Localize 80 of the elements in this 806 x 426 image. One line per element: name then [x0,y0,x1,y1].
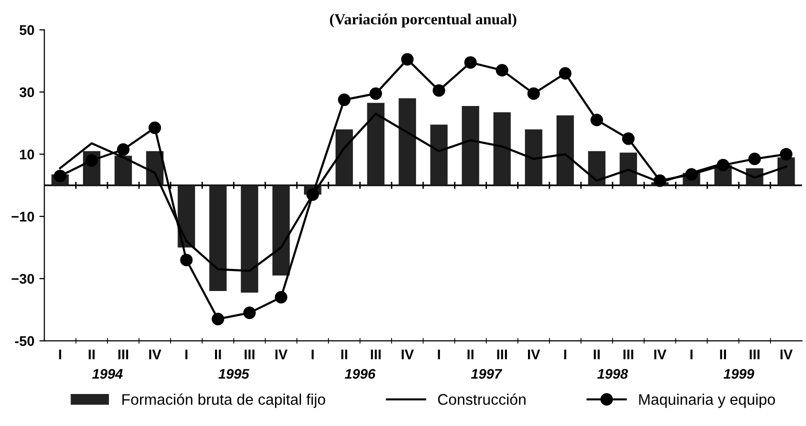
point [243,306,256,320]
text: 1996 [344,368,376,379]
x-tick-label: IV [654,350,666,360]
point [117,143,130,156]
point [496,64,508,76]
y-tick-label: −30 [12,274,34,284]
text: 1994 [92,368,123,379]
point [148,122,162,134]
bar [588,151,606,186]
point [54,170,66,182]
bar [430,124,448,186]
bar [778,157,795,186]
x-tick-label: IV [402,350,414,360]
point [370,87,382,100]
chart-title: (Variación porcentual anual) [330,14,516,28]
x-tick-label: III [370,350,381,360]
x-tick-label: II [88,350,95,360]
point [464,56,477,69]
bar [398,98,416,186]
bar [240,185,258,293]
bar [209,185,227,292]
point [716,158,730,172]
y-tick-label: −10 [12,212,34,222]
bar [367,102,384,186]
point [432,84,446,97]
x-tick-label: I [185,350,188,360]
point [338,94,350,106]
x-tick-label: III [497,350,507,360]
bar [556,115,574,186]
point [780,148,792,160]
point [590,114,604,126]
x-tick-label: IV [275,350,288,360]
x-tick-label: II [468,350,474,360]
point [85,154,98,167]
point [622,132,635,145]
x-tick-label: IV [528,350,540,360]
legend-label: Maquinaria y equipo [639,394,775,408]
bar [493,112,511,186]
point [654,174,666,187]
point [401,53,414,66]
bar [524,129,542,186]
x-tick-label: III [244,350,254,360]
bar [178,185,196,248]
text: 1999 [724,368,754,379]
point [306,188,319,201]
bar [620,152,638,186]
point [212,312,224,326]
x-tick-label: III [750,350,760,360]
x-tick-label: I [564,350,566,360]
x-tick-label: II [720,350,726,360]
y-tick-label: 30 [19,87,34,98]
point [685,168,698,181]
point [558,67,572,80]
x-tick-label: III [623,350,634,360]
point [274,291,288,304]
point [180,254,193,266]
bar [114,156,132,186]
x-tick-label: IV [780,350,793,360]
x-tick-label: I [59,350,62,360]
text: 1997 [471,368,502,379]
x-tick-label: IV [149,350,162,360]
point [748,152,761,166]
x-tick-label: II [341,350,348,360]
text: 1995 [218,368,250,379]
y-tick-label: -50 [15,336,34,346]
x-tick-label: I [690,350,692,360]
y-tick-label: 50 [20,25,34,35]
x-tick-label: III [118,350,128,360]
bar [462,106,480,186]
point [527,87,540,100]
bar [336,129,353,186]
legend-label: Formación bruta de capital fijo [122,393,326,408]
x-tick-label: II [594,350,600,360]
text: 1998 [597,368,628,379]
y-tick-label: 10 [20,150,34,160]
x-tick-label: I [438,350,440,360]
bar [272,185,290,276]
legend-label: Construcción [438,393,526,405]
x-tick-label: II [215,350,221,360]
x-tick-label: I [312,350,314,360]
